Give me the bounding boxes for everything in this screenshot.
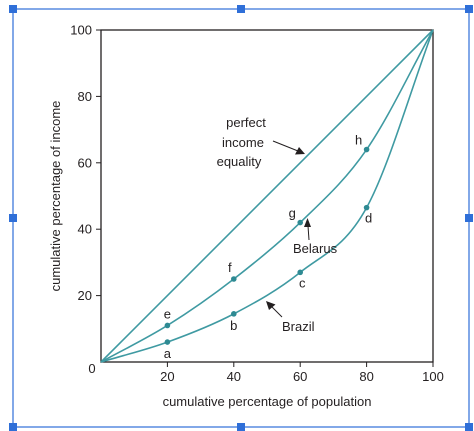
point-label-h: h	[355, 133, 362, 148]
x-tick-label-80: 80	[359, 369, 373, 384]
point-label-a: a	[164, 346, 172, 361]
resize-handle-2[interactable]	[465, 5, 473, 13]
plot-frame	[100, 29, 434, 363]
belarus-arrow-line	[307, 225, 310, 241]
resize-handle-0[interactable]	[9, 5, 17, 13]
y-axis-title: cumulative percentage of income	[48, 101, 63, 292]
resize-handle-5[interactable]	[9, 423, 17, 431]
y-tick-label-100: 100	[70, 23, 92, 38]
point-g	[297, 219, 304, 226]
resize-handle-6[interactable]	[237, 423, 245, 431]
point-label-c: c	[299, 275, 306, 290]
y-tick-label-20: 20	[78, 288, 92, 303]
x-tick-label-40: 40	[227, 369, 241, 384]
resize-handle-7[interactable]	[465, 423, 473, 431]
y-tick-label-60: 60	[78, 155, 92, 170]
point-label-g: g	[289, 206, 296, 221]
origin-label: 0	[88, 361, 95, 376]
belarus-arrowhead	[304, 218, 311, 227]
resize-handle-3[interactable]	[9, 214, 17, 222]
point-c	[297, 269, 304, 276]
x-tick-label-60: 60	[293, 369, 307, 384]
selection-handles[interactable]	[9, 5, 473, 431]
brazil-arrowhead	[266, 301, 276, 310]
brazil-arrow-line	[270, 305, 283, 318]
point-label-b: b	[230, 318, 237, 333]
equality-annotation-line3: equality	[217, 154, 262, 169]
point-label-d: d	[365, 211, 372, 226]
point-label-f: f	[228, 260, 232, 275]
selection-frame	[12, 8, 470, 428]
y-tick-label-40: 40	[78, 222, 92, 237]
resize-handle-4[interactable]	[465, 214, 473, 222]
point-h	[363, 146, 370, 153]
equality-arrowhead	[295, 147, 305, 155]
x-axis-title: cumulative percentage of population	[163, 394, 372, 409]
point-f	[231, 276, 237, 282]
resize-handle-1[interactable]	[237, 5, 245, 13]
brazil-annotation: Brazil	[282, 319, 315, 334]
data-points: a b c d e f g h	[164, 133, 372, 362]
x-tick-label-20: 20	[160, 369, 174, 384]
belarus-annotation: Belarus	[293, 241, 338, 256]
equality-annotation-line2: income	[222, 135, 264, 150]
equality-line	[100, 29, 434, 363]
y-tick-label-80: 80	[78, 89, 92, 104]
point-a	[164, 339, 171, 345]
equality-annotation-line1: perfect	[226, 115, 266, 130]
lorenz-curves	[100, 29, 434, 363]
point-e	[164, 322, 171, 329]
x-tick-label-100: 100	[422, 369, 444, 384]
point-label-e: e	[164, 306, 171, 321]
axis-ticks: 20 40 60 80 100 20 40 60 80 100	[70, 23, 444, 385]
point-b	[231, 311, 237, 317]
point-d	[363, 204, 370, 211]
equality-arrow-line	[272, 140, 299, 152]
